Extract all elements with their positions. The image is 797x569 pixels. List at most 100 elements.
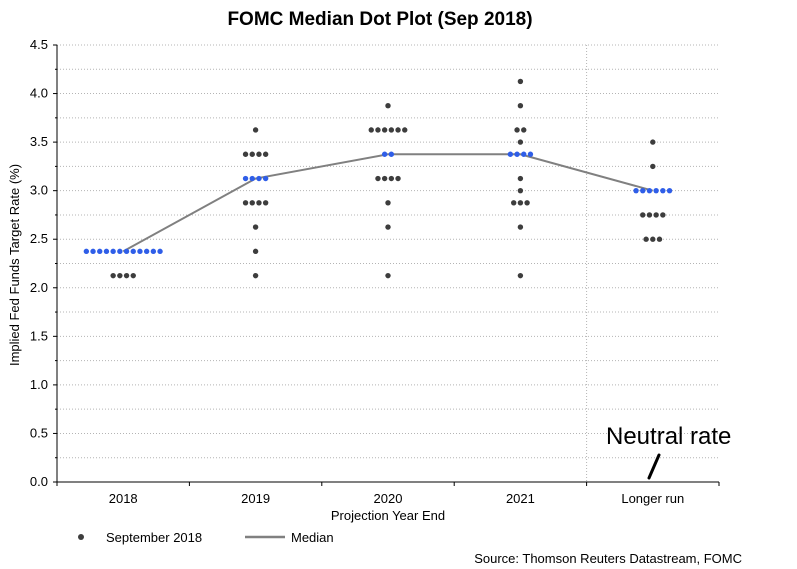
x-tick-label: Longer run [621, 491, 684, 506]
median-dot [666, 187, 673, 194]
median-dot [117, 248, 123, 255]
legend-dot-marker [78, 534, 84, 540]
legend-dots-label: September 2018 [106, 530, 202, 545]
median-dot [653, 187, 659, 194]
median-dot [514, 151, 520, 157]
data-dot [640, 212, 646, 218]
data-dot [381, 175, 388, 182]
neutral-rate-annotation: Neutral rate [606, 423, 731, 450]
dots-layer [83, 78, 673, 279]
median-dot [83, 248, 90, 255]
data-dot [653, 212, 659, 218]
median-dot [527, 151, 534, 157]
y-tick-label: 4.5 [30, 37, 48, 52]
data-dot [130, 272, 136, 279]
data-dot [517, 175, 524, 182]
legend-median-label: Median [291, 530, 334, 545]
median-dot [249, 175, 255, 182]
data-dot [385, 102, 391, 109]
x-axis-label: Projection Year End [331, 508, 445, 523]
median-dot [660, 187, 666, 194]
median-dot [143, 248, 150, 255]
median-dot [130, 248, 136, 255]
median-dot [123, 248, 130, 255]
median-dot [90, 248, 96, 255]
data-dot [110, 272, 116, 279]
grid-lines [57, 44, 719, 482]
data-dot [256, 200, 262, 206]
x-tick-label: 2020 [374, 491, 403, 506]
data-dot [381, 127, 388, 133]
data-dot [385, 272, 391, 279]
y-tick-label: 4.0 [30, 86, 48, 101]
x-tick-label: 2021 [506, 491, 535, 506]
data-dot [514, 127, 520, 133]
median-dot [97, 248, 103, 255]
data-dot [385, 224, 391, 230]
median-dot [507, 151, 514, 157]
y-tick-label: 3.5 [30, 134, 48, 149]
annotation-pointer [647, 453, 661, 480]
data-dot [524, 200, 530, 206]
data-dot [262, 151, 269, 157]
data-dot [368, 127, 374, 133]
y-tick-label: 2.5 [30, 231, 48, 246]
data-dot [402, 127, 408, 133]
median-dot [381, 151, 388, 157]
median-dot [262, 175, 269, 182]
data-dot [517, 200, 524, 206]
data-dot [123, 272, 130, 279]
data-dot [375, 175, 381, 182]
data-dot [117, 272, 123, 279]
data-dot [375, 127, 381, 133]
median-dot [640, 187, 646, 194]
median-dot [633, 187, 639, 194]
data-dot [252, 127, 259, 133]
data-dot [511, 200, 517, 206]
median-dot [521, 151, 527, 157]
data-dot [249, 200, 255, 206]
median-dot [242, 175, 249, 182]
data-dot [252, 248, 259, 255]
y-tick-label: 1.5 [30, 328, 48, 343]
data-dot [517, 102, 524, 109]
y-tick-label: 0.0 [30, 474, 48, 489]
x-tick-label: 2019 [241, 491, 270, 506]
data-dot [517, 139, 524, 145]
median-dot [157, 248, 163, 255]
data-dot [249, 151, 255, 157]
data-dot [395, 127, 401, 133]
legend: September 2018 Median [78, 530, 334, 545]
median-dot [103, 248, 110, 255]
median-line [122, 153, 654, 253]
y-tick-label: 2.0 [30, 280, 48, 295]
data-dot [252, 272, 259, 279]
data-dot [262, 200, 269, 206]
data-dot [643, 236, 649, 242]
data-dot [517, 272, 524, 279]
data-dot [252, 224, 259, 230]
y-tick-labels: 0.0 0.5 1.0 1.5 2.0 2.5 3.0 3.5 4.0 4.5 [30, 37, 48, 489]
data-dot [395, 175, 401, 182]
median-dot [388, 151, 395, 157]
data-dot [646, 212, 653, 218]
data-dot [521, 127, 527, 133]
data-dot [517, 78, 524, 85]
source-note: Source: Thomson Reuters Datastream, FOMC [474, 551, 742, 566]
axes [53, 44, 720, 486]
y-axis-label: Implied Fed Funds Target Rate (%) [7, 164, 22, 366]
median-dot [137, 248, 143, 255]
y-tick-label: 1.0 [30, 377, 48, 392]
y-tick-label: 0.5 [30, 425, 48, 440]
data-dot [650, 236, 656, 242]
median-dot [646, 187, 653, 194]
data-dot [242, 151, 249, 157]
data-dot [517, 187, 524, 194]
data-dot [650, 139, 656, 145]
median-dot [110, 248, 116, 255]
data-dot [656, 236, 663, 242]
y-tick-label: 3.0 [30, 183, 48, 198]
x-tick-label: 2018 [109, 491, 138, 506]
data-dot [388, 175, 395, 182]
data-dot [650, 163, 656, 170]
